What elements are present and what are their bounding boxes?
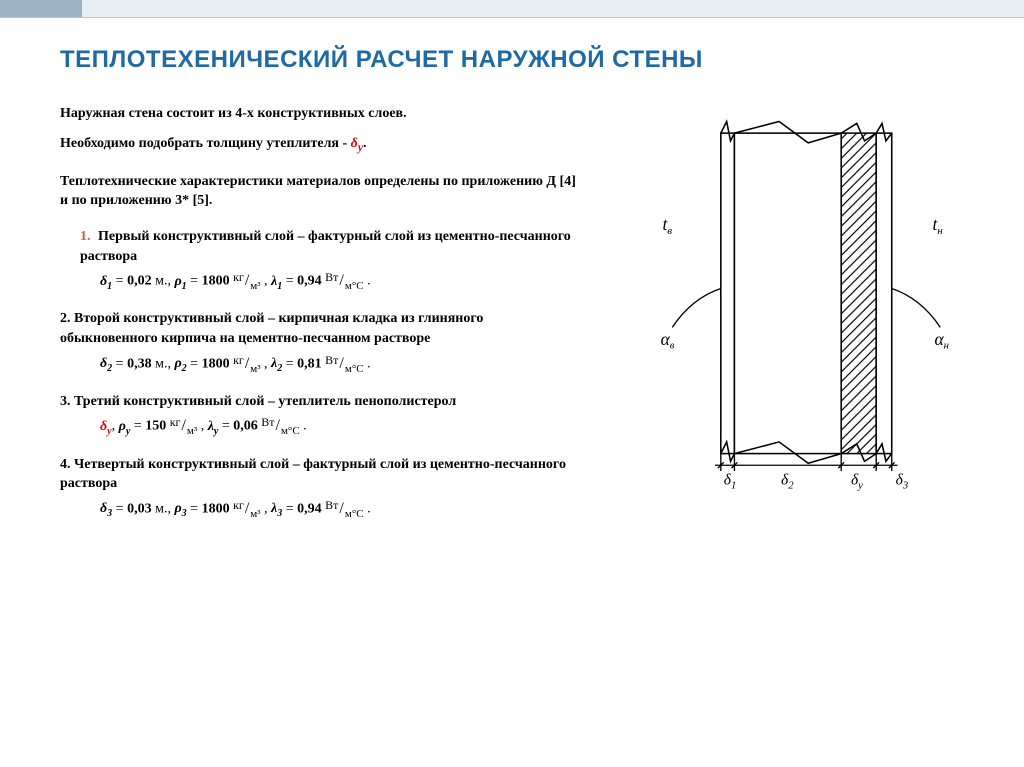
layer-block: 4. Четвертый конструктивный слой – факту…: [60, 455, 584, 521]
layer-formula: δу, ρу = 150 кг/м³ , λу = 0,06 Вт/м°С .: [100, 415, 584, 438]
page-title: ТЕПЛОТЕХЕНИЧЕСКИЙ РАСЧЕТ НАРУЖНОЙ СТЕНЫ: [60, 46, 964, 74]
wall-section-diagram: δ1 δ2 δу δ3 αв αн tв tн: [614, 104, 964, 502]
layer-title: 2. Второй конструктивный слой – кирпична…: [60, 309, 584, 348]
t-in: tв: [663, 214, 673, 237]
alpha-out: αн: [935, 329, 949, 352]
delta-char: δ: [351, 136, 358, 151]
top-border-dark: [0, 0, 82, 17]
layer-number: 1.: [80, 229, 91, 244]
layer-block: 3. Третий конструктивный слой – утеплите…: [60, 392, 584, 439]
text-column: Наружная стена состоит из 4-х конструкти…: [60, 104, 584, 537]
layer-title: 4. Четвертый конструктивный слой – факту…: [60, 455, 584, 494]
layer-title: 3. Третий конструктивный слой – утеплите…: [60, 392, 584, 412]
t-out: tн: [933, 214, 943, 237]
layer-formula: δ1 = 0,02 м., ρ1 = 1800 кг/м³ , λ1 = 0,9…: [100, 270, 584, 293]
intro-line2-post: .: [363, 136, 367, 151]
slide-top-border: [0, 0, 1024, 18]
dim-d3: δ3: [896, 472, 909, 492]
layers-list: 1. Первый конструктивный слой – фактурны…: [60, 227, 584, 521]
layer-title: 1. Первый конструктивный слой – фактурны…: [60, 227, 584, 266]
dim-d2: δ2: [781, 472, 794, 492]
dim-dy: δу: [851, 472, 863, 492]
intro-line2: Необходимо подобрать толщину утеплителя …: [60, 134, 584, 156]
intro-line2-pre: Необходимо подобрать толщину утеплителя …: [60, 136, 351, 151]
layer-formula: δ2 = 0,38 м., ρ2 = 1800 кг/м³ , λ2 = 0,8…: [100, 353, 584, 376]
content-columns: Наружная стена состоит из 4-х конструкти…: [60, 104, 964, 537]
layer-block: 2. Второй конструктивный слой – кирпична…: [60, 309, 584, 375]
diagram-column: δ1 δ2 δу δ3 αв αн tв tн: [614, 104, 964, 537]
dim-d1: δ1: [724, 472, 737, 492]
layer-block: 1. Первый конструктивный слой – фактурны…: [60, 227, 584, 293]
top-border-light: [82, 0, 1024, 17]
intro-line1: Наружная стена состоит из 4-х конструкти…: [60, 104, 584, 124]
delta-y-symbol: δу: [351, 136, 363, 151]
alpha-in: αв: [661, 329, 675, 352]
layer-formula: δ3 = 0,03 м., ρ3 = 1800 кг/м³ , λ3 = 0,9…: [100, 498, 584, 521]
intro-para2: Теплотехнические характеристики материал…: [60, 172, 584, 211]
slide-body: ТЕПЛОТЕХЕНИЧЕСКИЙ РАСЧЕТ НАРУЖНОЙ СТЕНЫ …: [0, 18, 1024, 557]
